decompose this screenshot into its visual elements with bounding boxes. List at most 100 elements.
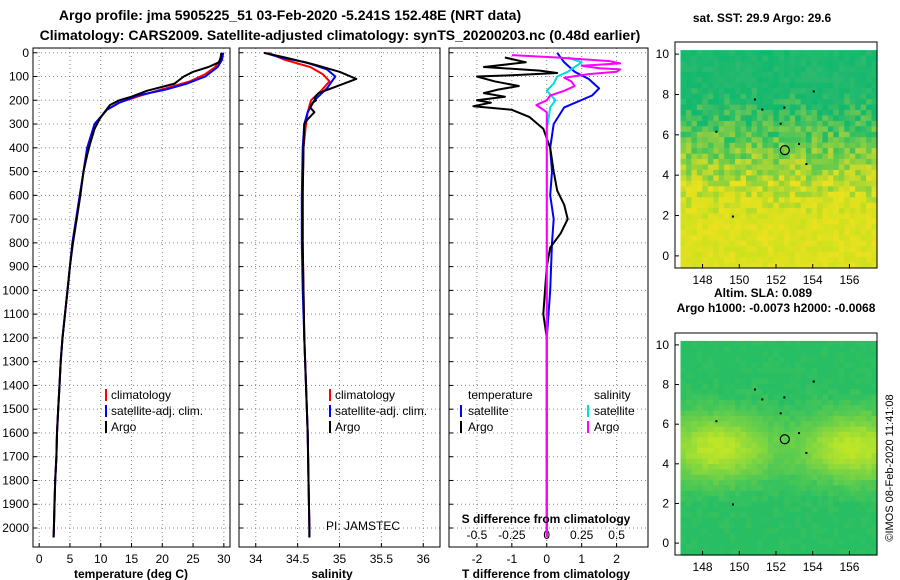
map-cell <box>686 197 693 204</box>
map-cell <box>746 208 753 215</box>
map-cell <box>680 383 687 390</box>
map-cell <box>866 522 873 529</box>
map-cell <box>707 383 714 390</box>
map-cell <box>789 410 796 417</box>
map-cell <box>746 257 753 264</box>
map-cell <box>751 82 758 89</box>
map-cell <box>702 110 709 116</box>
map-cell <box>806 522 813 529</box>
map-cell <box>833 528 840 535</box>
map-cell <box>762 464 769 470</box>
map-cell <box>806 367 813 374</box>
map-cell <box>838 235 845 242</box>
map-cell <box>735 506 742 513</box>
map-cell <box>789 480 796 487</box>
map-cell <box>718 389 725 396</box>
map-cell <box>756 104 763 111</box>
y-tick-label: 1700 <box>2 450 29 464</box>
map-cell <box>686 453 693 460</box>
map-cell <box>680 213 687 220</box>
map-cell <box>838 437 845 444</box>
map-cell <box>762 437 769 444</box>
map-cell <box>806 88 813 95</box>
map-cell <box>691 257 698 264</box>
map-cell <box>778 389 785 396</box>
map-y-tick-label: 4 <box>662 168 669 182</box>
map-cell <box>767 164 774 171</box>
map-cell <box>762 257 769 264</box>
map-cell <box>707 437 714 444</box>
map-cell <box>795 464 802 470</box>
map-cell <box>773 110 780 116</box>
map-cell <box>778 538 785 545</box>
map-cell <box>767 485 774 492</box>
map-cell <box>844 93 851 100</box>
map-cell <box>773 120 780 127</box>
map-cell <box>773 229 780 236</box>
map-cell <box>680 399 687 406</box>
map-cell <box>871 219 878 225</box>
map-cell <box>849 373 856 379</box>
map-cell <box>844 77 851 84</box>
map-cell <box>800 389 807 396</box>
map-cell <box>702 480 709 487</box>
map-cell <box>838 251 845 258</box>
map-cell <box>707 240 714 247</box>
map-cell <box>860 208 867 215</box>
map-cell <box>729 191 736 198</box>
map-cell <box>866 538 873 545</box>
map-cell <box>789 522 796 529</box>
map-cell <box>789 137 796 144</box>
map-cell <box>746 351 753 358</box>
map-cell <box>795 415 802 422</box>
map-cell <box>844 485 851 492</box>
map-cell <box>800 517 807 524</box>
map-cell <box>778 453 785 460</box>
map-cell <box>724 208 731 215</box>
map-cell <box>866 126 873 133</box>
map-cell <box>686 431 693 438</box>
map-cell <box>773 538 780 545</box>
map-cell <box>789 394 796 401</box>
map-cell <box>844 257 851 264</box>
map-cell <box>871 383 878 390</box>
map-cell <box>729 159 736 165</box>
map-cell <box>860 351 867 358</box>
map-cell <box>724 219 731 225</box>
map-cell <box>860 415 867 422</box>
map-cell <box>866 351 873 358</box>
map-cell <box>718 357 725 363</box>
map-cell <box>702 506 709 513</box>
map-cell <box>707 399 714 406</box>
map-cell <box>691 490 698 497</box>
map-cell <box>871 458 878 465</box>
map-cell <box>713 431 720 438</box>
map-cell <box>746 169 753 176</box>
map-cell <box>713 99 720 106</box>
map-cell <box>866 517 873 524</box>
map-cell <box>844 389 851 396</box>
map-cell <box>871 77 878 84</box>
map-cell <box>822 93 829 100</box>
map-cell <box>795 164 802 171</box>
series-line-satellite-adj-clim- <box>263 51 337 538</box>
map-cell <box>702 235 709 242</box>
map-cell <box>751 229 758 236</box>
map-cell <box>740 88 747 95</box>
map-cell <box>707 522 714 529</box>
map-cell <box>751 71 758 78</box>
map-cell <box>833 131 840 138</box>
map-cell <box>729 126 736 133</box>
map-cell <box>729 110 736 116</box>
map-cell <box>860 517 867 524</box>
map-cell <box>827 501 834 508</box>
map-cell <box>844 71 851 78</box>
map-cell <box>691 340 698 347</box>
map-cell <box>713 496 720 503</box>
map-cell <box>795 490 802 497</box>
map-cell <box>817 153 824 160</box>
map-cell <box>795 533 802 540</box>
map-cell <box>800 180 807 187</box>
y-tick-label: 600 <box>9 188 29 202</box>
